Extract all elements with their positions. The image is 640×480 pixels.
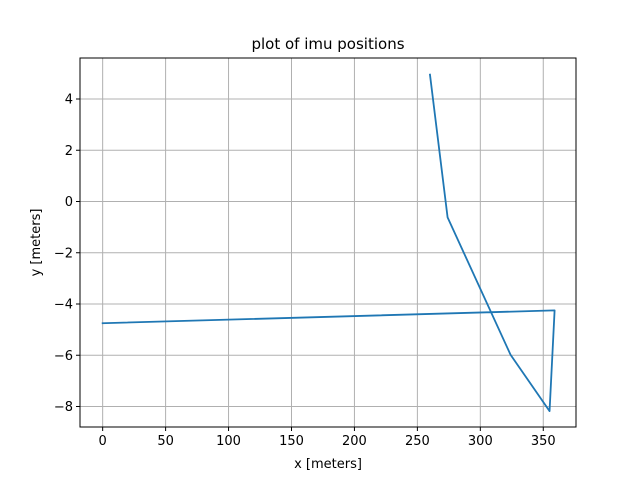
y-axis-label: y [meters] (29, 209, 44, 277)
x-tick-label: 150 (279, 434, 304, 449)
axis-ticks: 0 50 100 150 200 250 300 350 −8 −6 −4 −2 0 2 4 (54, 93, 556, 450)
grid (80, 58, 576, 427)
y-tick-label: −2 (54, 246, 73, 261)
y-tick-label: 2 (65, 144, 73, 159)
y-tick-label: −8 (54, 400, 73, 415)
x-axis-label: x [meters] (294, 457, 362, 472)
series-layer (101, 73, 556, 413)
y-tick-label: −4 (54, 298, 73, 313)
x-tick-label: 250 (405, 434, 430, 449)
x-tick-label: 350 (531, 434, 556, 449)
x-tick-label: 300 (468, 434, 493, 449)
chart-title: plot of imu positions (251, 35, 404, 53)
plot-area-frame (79, 57, 577, 428)
x-tick-label: 200 (342, 434, 367, 449)
series-line (101, 73, 556, 413)
x-tick-label: 50 (157, 434, 174, 449)
x-tick-label: 100 (216, 434, 241, 449)
y-tick-label: −6 (54, 349, 73, 364)
x-tick-label: 0 (99, 434, 107, 449)
y-tick-label: 0 (65, 195, 73, 210)
y-tick-label: 4 (65, 93, 73, 108)
